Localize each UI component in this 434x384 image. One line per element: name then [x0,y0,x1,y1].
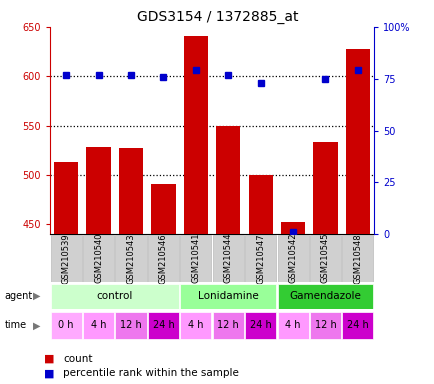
Bar [183,36,207,234]
Bar [280,222,305,234]
Text: GSM210543: GSM210543 [126,233,135,283]
Bar [148,235,179,282]
Bar [312,142,337,234]
Bar [345,49,369,234]
Bar [342,312,373,339]
Text: 4 h: 4 h [285,320,300,331]
Bar [244,235,276,282]
Bar [151,184,175,234]
Bar [180,283,276,309]
Text: time: time [4,320,26,331]
Bar [212,235,243,282]
Bar [83,312,114,339]
Text: GSM210541: GSM210541 [191,233,200,283]
Text: percentile rank within the sample: percentile rank within the sample [63,368,238,378]
Text: agent: agent [4,291,33,301]
Bar [248,175,272,234]
Text: GSM210547: GSM210547 [256,233,265,283]
Text: ▶: ▶ [33,291,41,301]
Text: ■: ■ [43,368,54,378]
Bar [118,148,143,234]
Bar [54,162,78,234]
Text: 4 h: 4 h [91,320,106,331]
Bar [277,283,373,309]
Text: 12 h: 12 h [314,320,335,331]
Bar [342,235,373,282]
Text: control: control [96,291,133,301]
Bar [244,312,276,339]
Bar [86,147,111,234]
Bar [148,312,179,339]
Bar [180,235,211,282]
Bar [115,235,146,282]
Bar [309,312,340,339]
Text: GSM210545: GSM210545 [320,233,329,283]
Bar [115,312,146,339]
Text: Gamendazole: Gamendazole [289,291,361,301]
Bar [309,235,340,282]
Text: 12 h: 12 h [120,320,141,331]
Text: ■: ■ [43,354,54,364]
Bar [50,283,179,309]
Text: GSM210546: GSM210546 [158,233,168,283]
Text: 0 h: 0 h [58,320,74,331]
Bar [50,312,82,339]
Bar [180,312,211,339]
Text: GSM210544: GSM210544 [223,233,232,283]
Bar [277,312,308,339]
Text: 24 h: 24 h [152,320,174,331]
Bar [212,312,243,339]
Bar [83,235,114,282]
Text: Lonidamine: Lonidamine [197,291,258,301]
Text: 24 h: 24 h [249,320,271,331]
Text: 24 h: 24 h [346,320,368,331]
Bar [277,235,308,282]
Text: GSM210548: GSM210548 [352,233,362,283]
Text: GDS3154 / 1372885_at: GDS3154 / 1372885_at [136,10,298,23]
Text: ▶: ▶ [33,320,41,331]
Text: 12 h: 12 h [217,320,239,331]
Text: GSM210540: GSM210540 [94,233,103,283]
Text: 4 h: 4 h [187,320,203,331]
Text: GSM210542: GSM210542 [288,233,297,283]
Bar [216,126,240,234]
Text: GSM210539: GSM210539 [62,233,71,283]
Text: count: count [63,354,92,364]
Bar [50,235,82,282]
